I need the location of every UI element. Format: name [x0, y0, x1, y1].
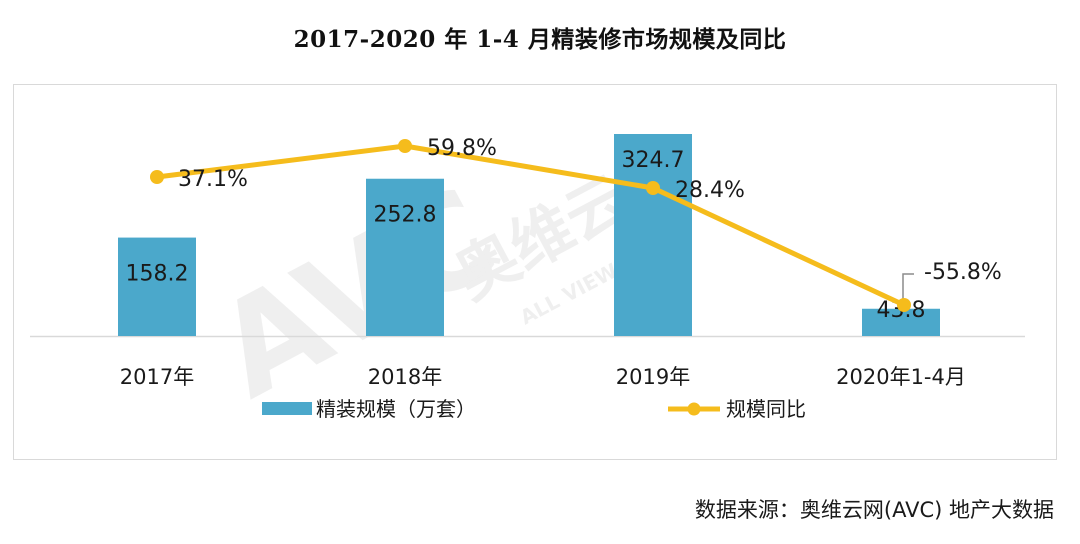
- legend-item-line[interactable]: 规模同比: [668, 397, 806, 421]
- x-axis-label: 2019年: [616, 365, 690, 389]
- line-series: 37.1% 59.8% 28.4% -55.8%: [150, 136, 1002, 312]
- x-axis-label: 2020年1-4月: [836, 365, 966, 389]
- bar: [366, 178, 444, 336]
- bar-group: 158.2: [118, 237, 196, 336]
- legend-line-label: 规模同比: [726, 397, 806, 421]
- legend-bar-label: 精装规模（万套）: [316, 397, 476, 421]
- bar: [118, 237, 196, 336]
- x-axis-labels: 2017年 2018年 2019年 2020年1-4月: [120, 365, 966, 389]
- line-marker: [897, 298, 911, 312]
- x-axis-label: 2018年: [368, 365, 442, 389]
- chart-title: 2017-2020 年 1-4 月精装修市场规模及同比: [293, 26, 787, 53]
- line-marker: [646, 181, 660, 195]
- line-value-label: -55.8%: [924, 260, 1002, 285]
- line-value-label: 37.1%: [178, 167, 248, 192]
- data-source-note: 数据来源：奥维云网(AVC) 地产大数据: [694, 498, 1054, 522]
- legend-line-marker: [687, 402, 701, 416]
- legend-bar-swatch: [262, 402, 312, 415]
- bar-value-label: 252.8: [374, 203, 437, 228]
- bar-series: 158.2 252.8 324.7 43.8: [118, 134, 940, 336]
- line-value-label: 59.8%: [427, 136, 497, 161]
- x-axis-label: 2017年: [120, 365, 194, 389]
- bar-group: 252.8: [366, 178, 444, 336]
- line-marker: [398, 139, 412, 153]
- line-marker: [150, 170, 164, 184]
- yoy-line: [156, 143, 906, 308]
- label-leader-line: [902, 273, 914, 300]
- legend-item-bar[interactable]: 精装规模（万套）: [262, 397, 476, 421]
- bar: [614, 134, 692, 336]
- bar-group: 324.7: [614, 134, 692, 336]
- bar-value-label: 158.2: [126, 262, 189, 287]
- bar-group: 43.8: [862, 298, 940, 336]
- bar-value-label: 324.7: [622, 148, 685, 173]
- bar: [862, 308, 940, 336]
- legend: 精装规模（万套） 规模同比: [262, 397, 806, 421]
- line-value-label: 28.4%: [675, 178, 745, 203]
